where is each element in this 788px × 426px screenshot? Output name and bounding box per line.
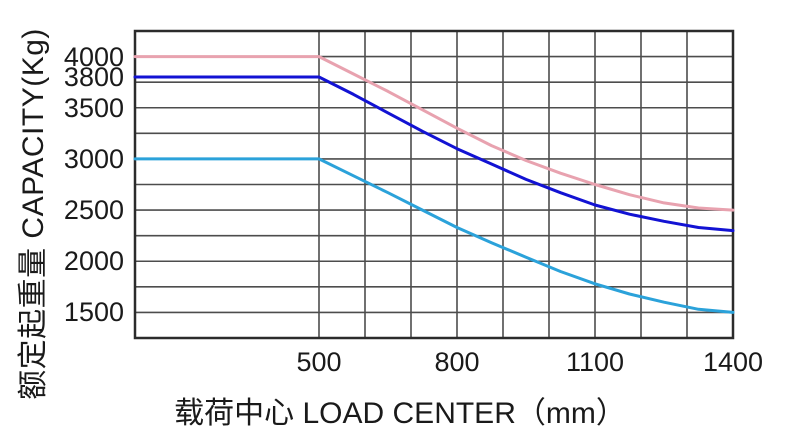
capacity-3000kg-line	[133, 157, 735, 314]
x-tick-label-1100: 1100	[565, 347, 625, 377]
x-tick-label-1400: 1400	[702, 347, 764, 377]
y-tick-label-3000: 3000	[63, 143, 124, 174]
capacity-4000kg-line	[133, 55, 735, 212]
y-tick-label-2000: 2000	[63, 246, 124, 277]
x-axis-title: 载荷中心 LOAD CENTER（mm）	[174, 397, 626, 426]
y-tick-label-3500: 3500	[63, 92, 124, 123]
x-tick-label-800: 800	[434, 347, 480, 377]
x-tick-label-500: 500	[296, 347, 342, 377]
y-tick-label-2500: 2500	[63, 195, 124, 226]
y-tick-label-4000: 4000	[63, 41, 124, 72]
capacity-3800kg-line	[133, 75, 735, 233]
y-tick-label-3800: 3800	[63, 62, 124, 93]
plot-border	[133, 29, 735, 340]
y-tick-label-1500: 1500	[63, 297, 124, 328]
